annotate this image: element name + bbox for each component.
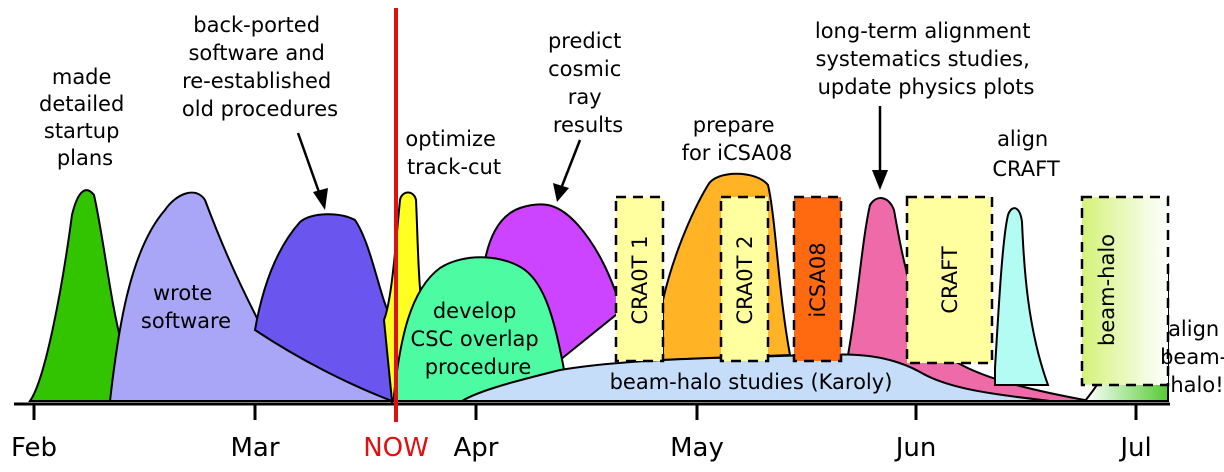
startup-label: made detailed startup plans [39,65,131,170]
arrow-backported [296,132,328,210]
craft2-label: CRA0T 2 [733,236,757,325]
month-label-mar: Mar [230,433,279,463]
craft1-box [614,195,665,363]
develop-label: develop CSC overlap procedure [411,299,546,379]
wrote-software-label: wrote software [141,281,231,333]
beamhalo-studies-shape [458,353,1051,402]
craft-box [905,195,994,365]
craft-label: CRAFT [938,246,962,313]
icsa08-box [792,195,843,363]
beamhalo-label: beam-halo [1095,234,1119,346]
icsa08-label: iCSA08 [806,242,830,317]
beamhalo-studies-label: beam-halo studies (Karoly) [610,370,893,394]
align-craft-label: align CRAFT [992,127,1059,181]
now-label: NOW [363,433,429,463]
align-beamhalo-label: align beam- halo! [1160,317,1224,397]
align-craft-shape [994,207,1050,386]
backported-shape [253,213,393,403]
craft1-label: CRA0T 1 [628,236,652,325]
month-label-jul: Jul [1118,433,1151,463]
month-label-feb: Feb [11,433,57,463]
arrow-longterm [872,106,888,190]
month-label-jun: Jun [894,433,937,463]
backported-label: back-ported software and re-established … [182,13,338,121]
optimize-label: optimize track-cut [405,127,502,179]
longterm-label: long-term alignment systematics studies,… [815,19,1037,99]
axis-ticks [32,404,1138,420]
prepare-label: prepare for iCSA08 [682,113,793,165]
month-label-apr: Apr [454,433,499,463]
arrow-predict [553,139,582,202]
predict-label: predict cosmic ray results [548,29,628,137]
develop-shape [393,256,566,402]
beamhalo-box [1080,195,1170,387]
craft2-box [719,195,770,363]
month-label-may: May [670,433,724,463]
